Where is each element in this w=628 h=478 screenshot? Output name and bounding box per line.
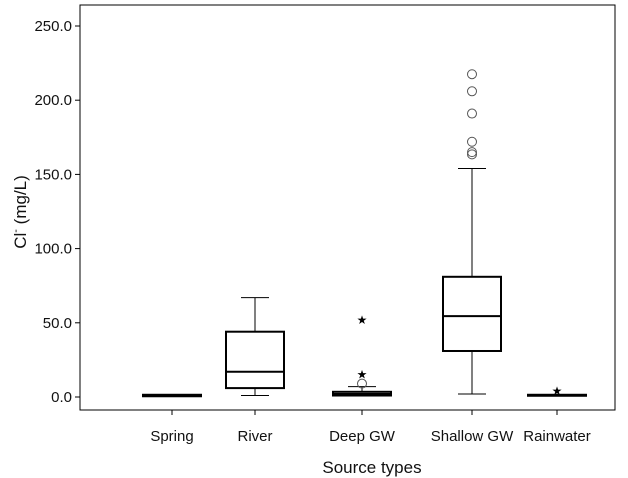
y-axis-title-superscript: - [10, 229, 22, 233]
outlier-point [467, 69, 477, 80]
box-river [225, 297, 285, 397]
box-deep-gw: ★★ [332, 313, 392, 397]
outlier-point [467, 136, 477, 147]
plot-frame [79, 4, 616, 411]
x-tick-label: River [237, 428, 272, 445]
x-axis-title: Source types [322, 458, 421, 477]
outlier-point [467, 147, 477, 158]
outlier-point [357, 378, 367, 389]
extreme-point: ★ [357, 368, 368, 382]
y-tick-label: 250.0 [34, 18, 72, 35]
box-rainwater: ★ [527, 384, 587, 398]
y-axis-title-main: Cl [11, 233, 30, 249]
x-tick-label: Shallow GW [431, 428, 514, 445]
outlier-point [467, 108, 477, 119]
y-axis-title: Cl- (mg/L) [10, 175, 30, 249]
extreme-point: ★ [357, 313, 368, 327]
x-axis: Spring River Deep GW Shallow GW Rainwater [150, 410, 591, 445]
x-tick-label: Rainwater [523, 428, 591, 445]
x-tick-label: Spring [150, 428, 193, 445]
box-spring [142, 393, 202, 398]
box-shallow-gw [442, 69, 502, 395]
y-axis-title-unit: (mg/L) [11, 175, 30, 229]
boxes-group: ★★★ [142, 69, 587, 398]
y-tick-label: 0.0 [51, 389, 72, 406]
y-axis: 0.0 50.0 100.0 150.0 200.0 250.0 [34, 18, 80, 406]
y-tick-label: 200.0 [34, 92, 72, 109]
outlier-point [467, 86, 477, 97]
box-iqr [225, 330, 285, 390]
box-iqr [442, 275, 502, 352]
extreme-point: ★ [552, 384, 563, 398]
y-tick-label: 100.0 [34, 241, 72, 258]
y-tick-label: 50.0 [43, 315, 72, 332]
x-tick-label: Deep GW [329, 428, 396, 445]
outlier-point [467, 149, 477, 160]
y-tick-label: 150.0 [34, 166, 72, 183]
